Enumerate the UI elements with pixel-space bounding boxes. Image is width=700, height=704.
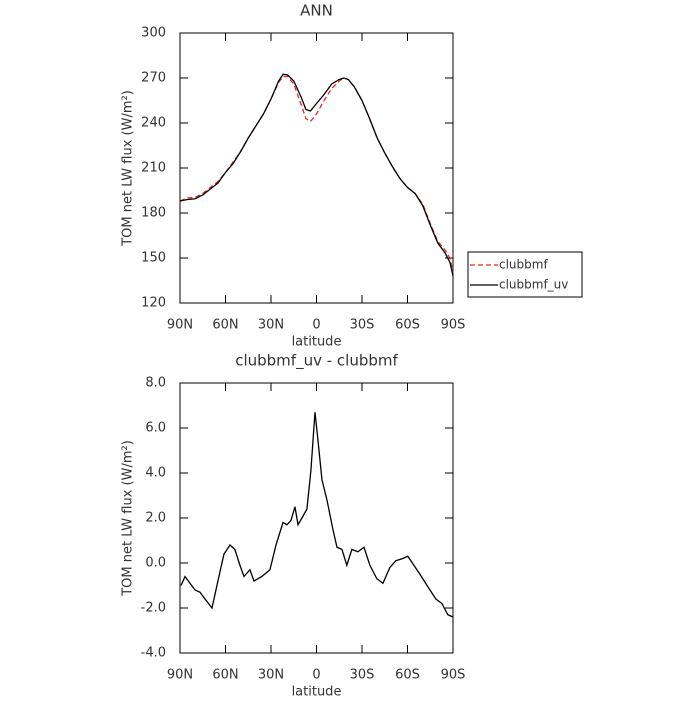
x-tick-label: 90S (441, 668, 466, 683)
legend-box (467, 251, 583, 298)
chart-title: ANN (300, 2, 333, 20)
y-tick-label: 6.0 (145, 421, 166, 436)
y-tick-label: 120 (141, 296, 166, 311)
x-tick-label: 0 (312, 318, 320, 333)
y-tick-label: -4.0 (141, 646, 166, 661)
y-tick-label: -2.0 (141, 601, 166, 616)
data-line (179, 73, 454, 277)
x-tick-label: 90N (167, 668, 193, 683)
plot-frame (179, 32, 454, 304)
y-tick-label: 2.0 (145, 511, 166, 526)
chart-title: clubbmf_uv - clubbmf (235, 352, 398, 371)
data-line (180, 412, 454, 618)
x-tick-label: 60S (395, 318, 420, 333)
y-tick-label: 4.0 (145, 466, 166, 481)
y-axis-label: TOM net LW flux (W/m²) (121, 440, 136, 597)
x-axis-label: latitude (292, 685, 342, 700)
y-tick-label: 300 (141, 26, 166, 41)
x-axis-label: latitude (292, 335, 342, 350)
y-tick-label: 150 (141, 251, 166, 266)
x-tick-label: 90S (441, 318, 466, 333)
y-tick-label: 180 (141, 206, 166, 221)
x-tick-label: 30S (350, 318, 375, 333)
x-tick-label: 30N (258, 318, 284, 333)
y-tick-label: 240 (141, 116, 166, 131)
y-tick-label: 0.0 (145, 556, 166, 571)
y-tick-label: 8.0 (145, 376, 166, 391)
x-tick-label: 0 (312, 668, 320, 683)
y-axis-label: TOM net LW flux (W/m²) (121, 90, 136, 247)
x-tick-label: 60S (395, 668, 420, 683)
x-tick-label: 30N (258, 668, 284, 683)
x-tick-label: 30S (350, 668, 375, 683)
y-tick-label: 270 (141, 71, 166, 86)
data-line (179, 75, 454, 274)
legend-label: clubbmf_uv (499, 278, 568, 292)
x-tick-label: 60N (212, 668, 238, 683)
x-tick-label: 60N (212, 318, 238, 333)
y-tick-label: 210 (141, 161, 166, 176)
x-tick-label: 90N (167, 318, 193, 333)
legend-label: clubbmf (499, 258, 548, 272)
